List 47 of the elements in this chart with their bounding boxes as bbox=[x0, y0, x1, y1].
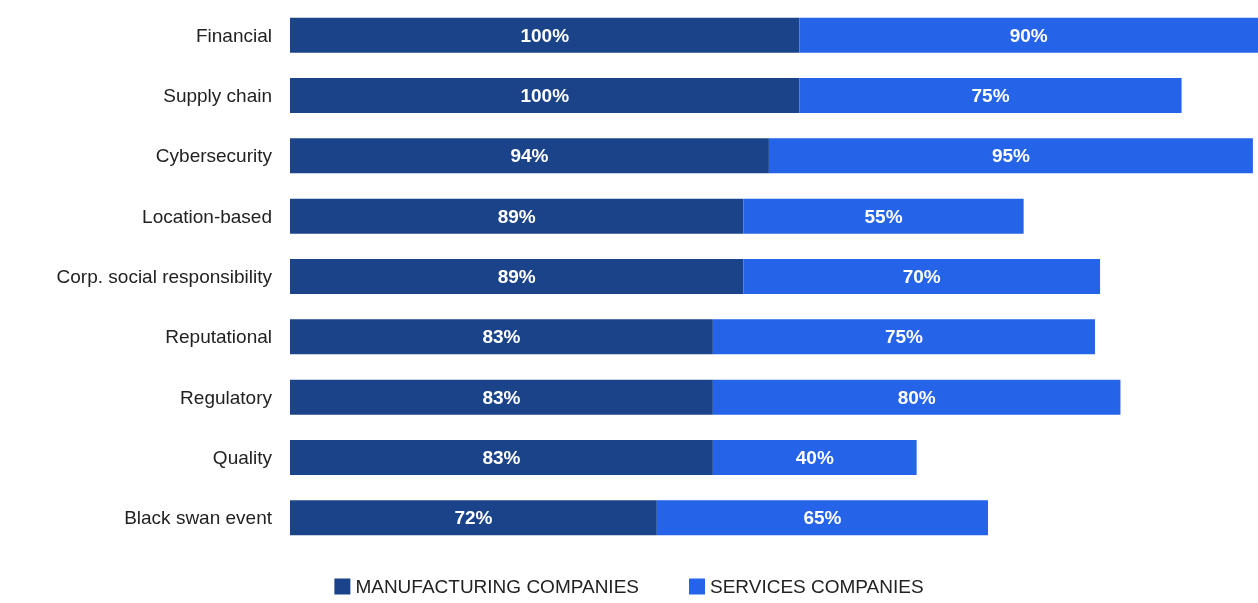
bar bbox=[290, 500, 657, 536]
data-label: 72% bbox=[454, 507, 493, 529]
legend-label: SERVICES COMPANIES bbox=[709, 576, 924, 597]
data-label: 75% bbox=[884, 326, 924, 348]
y-tick-label: Cybersecurity bbox=[155, 145, 273, 167]
data-label: 100% bbox=[520, 24, 570, 46]
bar bbox=[290, 319, 713, 355]
y-tick-label: Reputational bbox=[165, 326, 272, 348]
legend-label: MANUFACTURING COMPANIES bbox=[355, 576, 639, 597]
data-label: 70% bbox=[902, 266, 941, 287]
y-tick-label: Corp. social responsibility bbox=[56, 266, 273, 287]
data-label: 94% bbox=[510, 145, 549, 167]
data-label: 83% bbox=[482, 447, 521, 468]
data-label: 55% bbox=[864, 205, 903, 227]
bar bbox=[743, 198, 1024, 234]
bar bbox=[712, 319, 1095, 355]
bar bbox=[768, 138, 1253, 174]
y-tick-label: Regulatory bbox=[180, 386, 273, 408]
bar bbox=[799, 17, 1258, 53]
bar bbox=[290, 379, 713, 415]
bar bbox=[290, 198, 744, 234]
bar bbox=[290, 440, 713, 475]
bar bbox=[290, 259, 744, 294]
bar bbox=[712, 440, 917, 475]
bar bbox=[712, 379, 1121, 415]
data-label: 40% bbox=[795, 447, 834, 468]
data-label: 65% bbox=[803, 507, 842, 529]
data-label: 80% bbox=[897, 386, 936, 408]
data-label: 89% bbox=[497, 205, 536, 227]
bar bbox=[290, 138, 769, 174]
bar bbox=[290, 78, 800, 113]
data-label: 83% bbox=[482, 386, 521, 408]
data-label: 75% bbox=[971, 85, 1010, 106]
data-label: 100% bbox=[520, 85, 570, 106]
y-tick-label: Supply chain bbox=[163, 85, 272, 106]
bar bbox=[290, 17, 800, 53]
y-tick-label: Financial bbox=[195, 24, 272, 46]
y-tick-label: Quality bbox=[212, 447, 273, 468]
bar bbox=[743, 259, 1101, 294]
y-tick-label: Location-based bbox=[142, 205, 272, 227]
data-label: 83% bbox=[482, 326, 521, 348]
data-label: 89% bbox=[497, 266, 536, 287]
data-label: 95% bbox=[991, 145, 1031, 167]
y-tick-label: Black swan event bbox=[124, 507, 273, 529]
bar bbox=[799, 78, 1182, 113]
data-label: 90% bbox=[1009, 24, 1048, 46]
bar bbox=[656, 500, 988, 536]
